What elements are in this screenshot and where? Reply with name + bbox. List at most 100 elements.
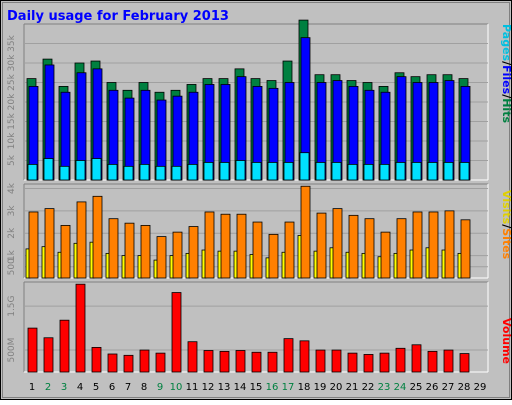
sites-bar: [172, 231, 183, 279]
ylabel-sites: Sites: [500, 228, 512, 259]
chart-title: Daily usage for February 2013: [7, 9, 229, 24]
ylabel-hits: Hits: [500, 98, 512, 123]
ylabel-sep-3: /: [500, 224, 512, 229]
sites-bar: [124, 222, 135, 279]
pages-bar: [139, 163, 150, 181]
x-axis-day-labels: 1 2 3 4 5 6 7 8 9 10 11 12 13 14 15 16 17 18 19 20 21 22 23 24 2…: [29, 382, 487, 393]
pages-bar: [331, 162, 342, 181]
x-tick-label: 29: [474, 382, 487, 393]
volume-bar: [363, 354, 374, 373]
volume-bar: [203, 350, 214, 373]
sites-bar: [236, 213, 247, 279]
sites-bar: [460, 219, 471, 279]
volume-bar: [171, 292, 182, 373]
pages-bar: [299, 152, 310, 181]
hits-panel-tick-label: 35k: [7, 34, 17, 51]
volume-bar: [123, 354, 134, 373]
visits-panel-tick-label: 1k: [7, 249, 17, 261]
x-tick-label: 19: [314, 382, 327, 393]
volume-bar: [139, 349, 150, 373]
pages-bar: [427, 162, 438, 181]
pages-bar: [395, 162, 406, 181]
volume-bar: [27, 327, 38, 373]
volume-panel: 500M 1.5G: [7, 281, 489, 373]
pages-bar: [187, 163, 198, 181]
x-tick-label: 8: [141, 382, 147, 393]
x-tick-label: 5: [93, 382, 99, 393]
pages-bar: [379, 163, 390, 181]
hits-panel-tick-label: 30k: [7, 54, 17, 71]
x-tick-label: 12: [202, 382, 215, 393]
volume-panel-tick-label: 1.5G: [7, 295, 17, 316]
sites-bar: [348, 214, 359, 279]
x-tick-label: 1: [29, 382, 35, 393]
sites-bar: [428, 211, 439, 279]
sites-bar: [204, 211, 215, 279]
sites-bar: [140, 225, 151, 279]
x-tick-label: 16: [266, 382, 279, 393]
volume-bar: [331, 349, 342, 373]
volume-bar: [155, 352, 166, 373]
sites-bar: [412, 211, 423, 279]
volume-bar: [459, 353, 470, 373]
x-tick-label: 22: [362, 382, 375, 393]
volume-bar: [235, 350, 246, 373]
pages-bar: [283, 162, 294, 181]
hits-panel-tick-label: 5k: [7, 154, 17, 166]
volume-bar: [299, 340, 310, 373]
x-tick-label: 6: [109, 382, 115, 393]
visits-panel-ylabel: Visits/Sites: [500, 190, 512, 260]
x-tick-label: 14: [234, 382, 247, 393]
visits-panel-tick-label: 3k: [7, 205, 17, 217]
ylabel-sep-1: /: [500, 61, 512, 66]
volume-bar: [427, 350, 438, 373]
volume-bar: [411, 344, 422, 373]
sites-bar: [60, 225, 71, 279]
sites-bar: [76, 201, 87, 279]
pages-bar: [411, 162, 422, 181]
sites-bar: [284, 221, 295, 279]
pages-bar: [171, 165, 182, 181]
ylabel-pages: Pages: [500, 24, 512, 62]
x-tick-label: 15: [250, 382, 263, 393]
pages-bar: [27, 163, 38, 181]
volume-bar: [283, 338, 294, 373]
x-tick-label: 18: [298, 382, 311, 393]
pages-bar: [59, 165, 70, 181]
pages-bar: [315, 162, 326, 181]
sites-bar: [188, 226, 199, 279]
pages-bar: [155, 165, 166, 181]
sites-bar: [220, 213, 231, 279]
volume-bar: [91, 347, 102, 373]
pages-bar: [203, 162, 214, 181]
pages-bar: [267, 162, 278, 181]
sites-bar: [156, 236, 167, 279]
visits-panel-tick-label: 2k: [7, 227, 17, 239]
volume-bar: [219, 350, 230, 373]
pages-bar: [347, 163, 358, 181]
hits-panel-tick-label: 10k: [7, 132, 17, 149]
svg-text:Pages/Files/Hits: Pages/Files/Hits: [500, 24, 512, 123]
sites-bar: [332, 208, 343, 279]
sites-bar: [444, 210, 455, 279]
sites-bar: [28, 211, 39, 279]
x-tick-label: 28: [458, 382, 471, 393]
hits-files-pages-panel: 5k 10k 15k 20k 25k 30k 35k: [7, 19, 489, 181]
x-tick-label: 11: [186, 382, 199, 393]
pages-bar: [363, 163, 374, 181]
x-tick-label: 9: [157, 382, 163, 393]
visits-panel-tick-label: 500: [7, 258, 17, 275]
volume-bar: [187, 341, 198, 373]
volume-bar: [59, 319, 70, 373]
sites-bar: [364, 218, 375, 279]
volume-bar: [379, 352, 390, 373]
sites-bar: [300, 185, 311, 279]
pages-bar: [75, 160, 86, 181]
sites-bar: [316, 212, 327, 279]
x-tick-label: 25: [410, 382, 423, 393]
sites-bar: [396, 218, 407, 279]
x-tick-label: 23: [378, 382, 391, 393]
volume-panel-tick-label: 500M: [7, 338, 17, 363]
pages-bar: [107, 163, 118, 181]
